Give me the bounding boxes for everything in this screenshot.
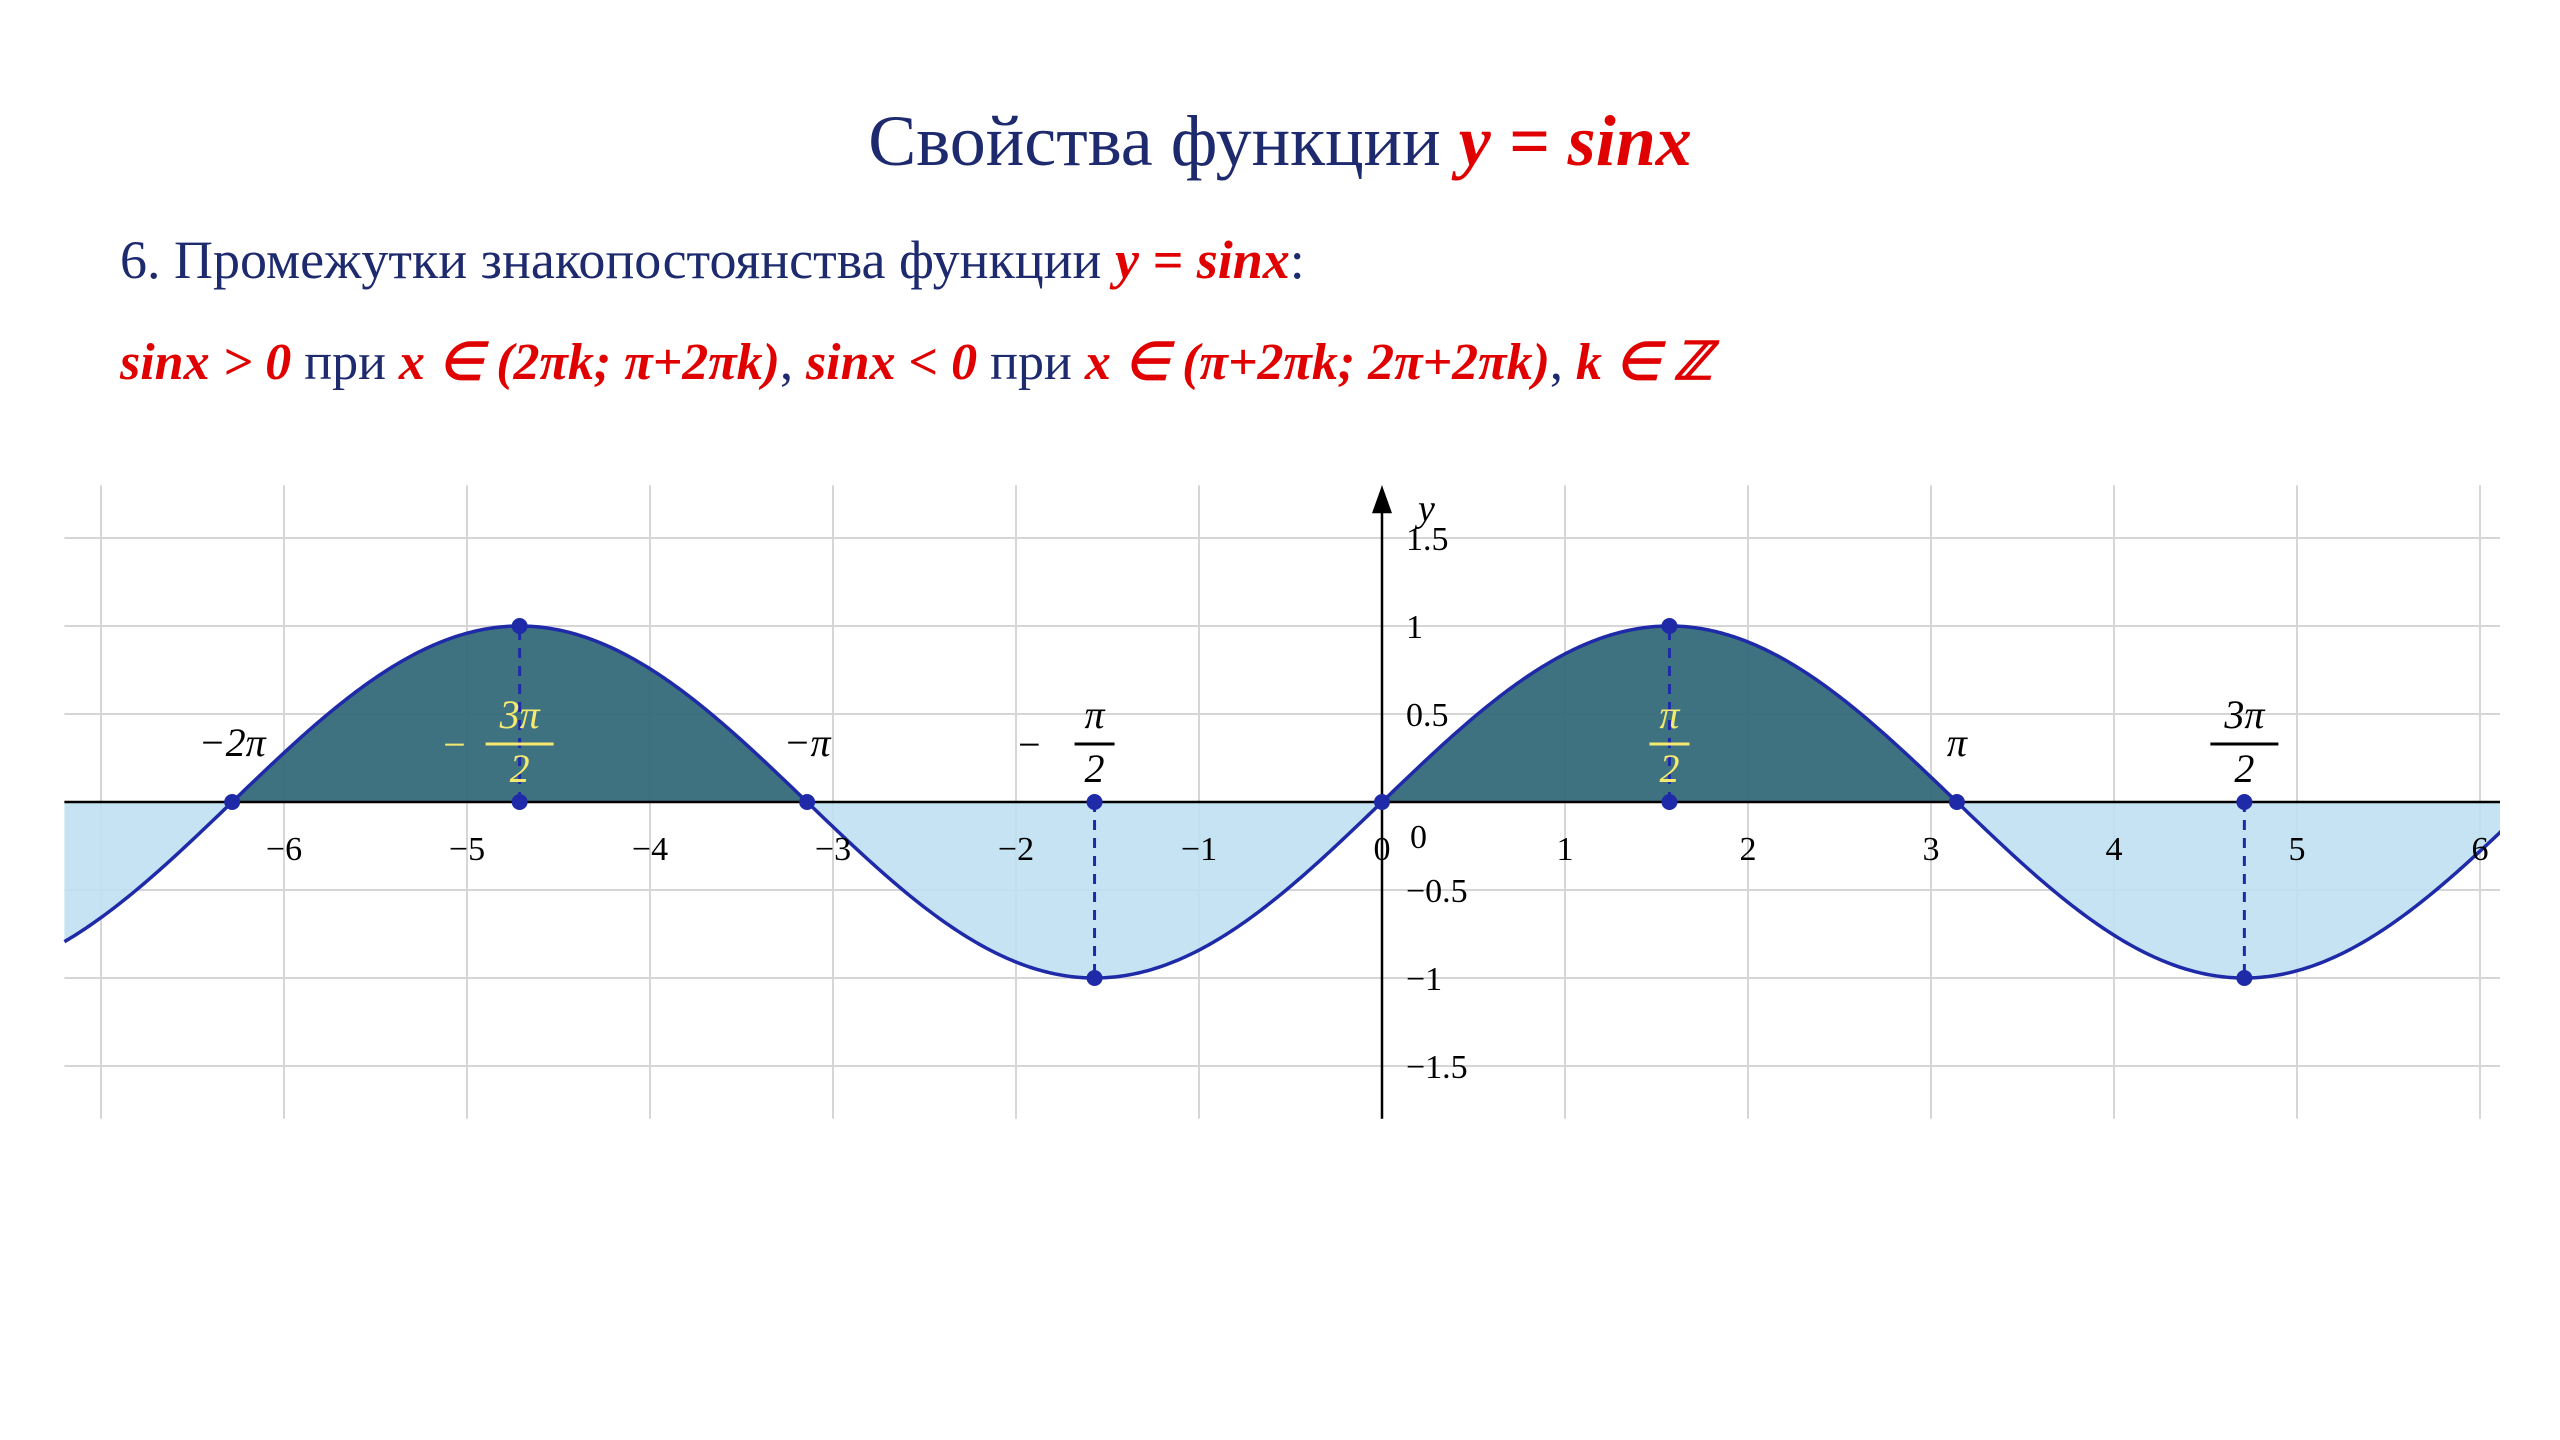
cond-p8: x ∈ bbox=[1085, 334, 1182, 391]
cond-p1: sinx > 0 bbox=[120, 334, 291, 391]
svg-text:3π: 3π bbox=[2223, 692, 2265, 737]
svg-text:−2π: −2π bbox=[199, 720, 267, 765]
slide: Свойства функции y = sinx 6. Промежутки … bbox=[0, 0, 2560, 1440]
svg-text:−0.5: −0.5 bbox=[1406, 873, 1468, 910]
svg-text:−1: −1 bbox=[1406, 961, 1442, 998]
svg-text:−1: −1 bbox=[1181, 831, 1217, 868]
svg-text:−4: −4 bbox=[632, 831, 668, 868]
svg-text:−6: −6 bbox=[266, 831, 302, 868]
subtitle: 6. Промежутки знакопостоянства функции y… bbox=[120, 223, 2440, 299]
svg-text:−: − bbox=[441, 722, 468, 767]
cond-p9: (π+2πk; 2π+2πk) bbox=[1182, 334, 1550, 391]
cond-p10: , bbox=[1550, 334, 1576, 391]
condition-line: sinx > 0 при x ∈ (2πk; π+2πk), sinx < 0 … bbox=[120, 324, 2440, 402]
svg-text:1: 1 bbox=[1557, 831, 1574, 868]
svg-text:π: π bbox=[1947, 720, 1968, 765]
cond-p4: (2πk; π+2πk) bbox=[496, 334, 780, 391]
svg-text:π: π bbox=[1659, 692, 1680, 737]
svg-text:3π: 3π bbox=[499, 692, 541, 737]
cond-p6: sinx < 0 bbox=[806, 334, 977, 391]
slide-title: Свойства функции y = sinx bbox=[60, 100, 2500, 183]
svg-text:2: 2 bbox=[1740, 831, 1757, 868]
subtitle-suffix: : bbox=[1290, 230, 1305, 290]
title-equation: y = sinx bbox=[1459, 101, 1692, 181]
cond-p11: k ∈ ℤ bbox=[1576, 334, 1712, 391]
svg-text:4: 4 bbox=[2106, 831, 2123, 868]
svg-text:6: 6 bbox=[2472, 831, 2489, 868]
svg-text:−3: −3 bbox=[815, 831, 851, 868]
svg-text:π: π bbox=[1085, 692, 1106, 737]
subtitle-eq: y = sinx bbox=[1115, 230, 1290, 290]
svg-text:−2: −2 bbox=[998, 831, 1034, 868]
svg-text:−5: −5 bbox=[449, 831, 485, 868]
svg-text:2: 2 bbox=[510, 746, 530, 791]
svg-text:0.5: 0.5 bbox=[1406, 697, 1449, 734]
subtitle-num: 6. bbox=[120, 230, 174, 290]
svg-text:2: 2 bbox=[1085, 746, 1105, 791]
title-prefix: Свойства функции bbox=[868, 101, 1458, 181]
svg-text:5: 5 bbox=[2289, 831, 2306, 868]
svg-text:−1.5: −1.5 bbox=[1406, 1049, 1468, 1086]
svg-text:2: 2 bbox=[2234, 746, 2254, 791]
svg-text:−π: −π bbox=[784, 720, 832, 765]
svg-text:0: 0 bbox=[1374, 831, 1391, 868]
cond-p2: при bbox=[291, 334, 399, 391]
subtitle-text: Промежутки знакопостоянства функции bbox=[174, 230, 1115, 290]
svg-text:y: y bbox=[1414, 488, 1435, 530]
svg-text:3: 3 bbox=[1923, 831, 1940, 868]
svg-text:−: − bbox=[1016, 722, 1043, 767]
cond-p3: x ∈ bbox=[399, 334, 496, 391]
svg-text:2: 2 bbox=[1659, 746, 1679, 791]
sine-chart: −6−5−4−3−2−10123456−1.5−1−0.50.511.50xy−… bbox=[60, 442, 2500, 1262]
cond-p5: , bbox=[780, 334, 806, 391]
svg-text:1: 1 bbox=[1406, 609, 1423, 646]
chart-svg: −6−5−4−3−2−10123456−1.5−1−0.50.511.50xy−… bbox=[60, 442, 2500, 1262]
cond-p7: при bbox=[977, 334, 1085, 391]
svg-text:0: 0 bbox=[1410, 819, 1427, 856]
